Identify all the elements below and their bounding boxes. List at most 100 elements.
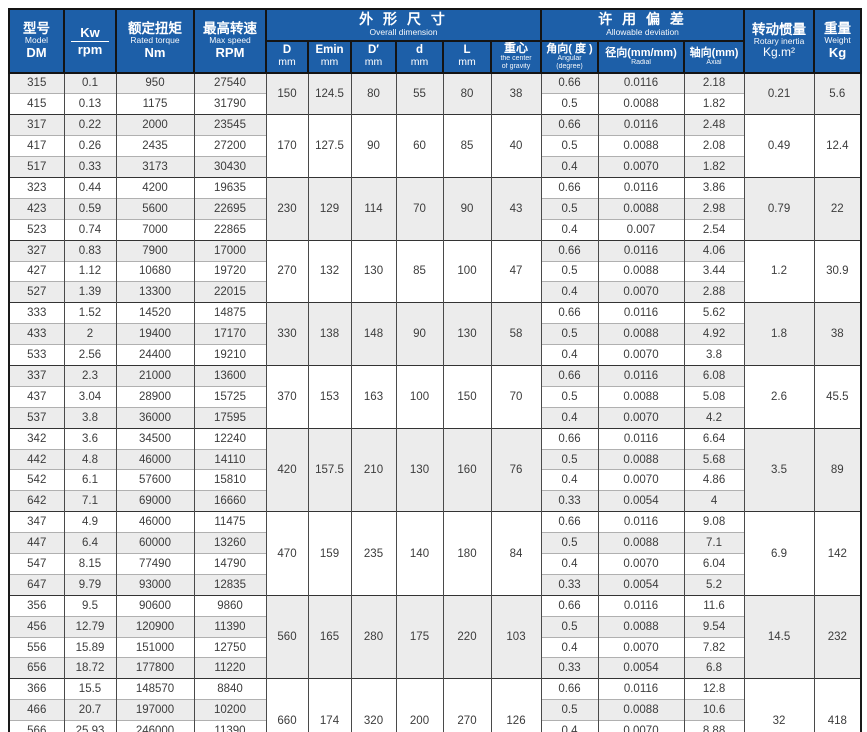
cell-L: 220 xyxy=(442,594,492,679)
inertia-unit-label: Kg.m² xyxy=(763,45,796,60)
col-header-model: 型号 Model DM xyxy=(8,8,65,74)
col-header-torque: 额定扭矩 Rated torque Nm xyxy=(115,8,195,74)
rpm-label: rpm xyxy=(77,42,103,58)
cell-speed: 8840 xyxy=(193,678,267,700)
axial-en-label: Axial xyxy=(706,58,722,66)
cell-kw: 4.8 xyxy=(63,448,117,470)
cell-center-of-gravity: 126 xyxy=(490,678,542,732)
cell-angular: 0.4 xyxy=(540,406,599,429)
cell-model: 315 xyxy=(8,72,65,94)
cell-angular: 0.5 xyxy=(540,699,599,721)
table-header: 型号 Model DM Kw rpm 额定扭矩 Rated torque Nm … xyxy=(8,8,863,74)
torque-zh-label: 额定扭矩 xyxy=(128,21,182,37)
angular-label: 角向( 度 ) xyxy=(546,42,593,55)
cell-Emin: 129 xyxy=(307,176,352,241)
cell-Dprime: 320 xyxy=(350,678,397,732)
cell-center-of-gravity: 84 xyxy=(490,511,542,596)
cell-model: 337 xyxy=(8,365,65,387)
cell-axial: 5.2 xyxy=(683,573,745,596)
cell-model: 447 xyxy=(8,532,65,554)
axial-label: 轴向(mm) xyxy=(689,46,739,59)
cell-inertia: 3.5 xyxy=(743,427,815,512)
cell-speed: 17000 xyxy=(193,239,267,262)
group-header-allowable-deviation: 许 用 偏 差 Allowable deviation xyxy=(540,8,746,42)
Emin-label: Emin xyxy=(315,44,344,57)
cell-kw: 3.04 xyxy=(63,385,117,408)
cell-angular: 0.5 xyxy=(540,197,599,220)
cell-torque: 120900 xyxy=(115,615,195,638)
col-header-Emin: Emin mm xyxy=(307,40,352,74)
cell-inertia: 32 xyxy=(743,678,815,732)
cell-speed: 15725 xyxy=(193,385,267,408)
cell-radial: 0.0116 xyxy=(597,176,685,199)
cell-kw: 6.4 xyxy=(63,532,117,554)
cell-speed: 19720 xyxy=(193,260,267,282)
cell-torque: 34500 xyxy=(115,427,195,450)
cell-model: 437 xyxy=(8,385,65,408)
cell-Emin: 159 xyxy=(307,511,352,596)
cell-torque: 28900 xyxy=(115,385,195,408)
cell-d: 175 xyxy=(395,594,444,679)
kw-label: Kw xyxy=(71,25,109,43)
cell-D: 170 xyxy=(265,114,309,178)
cell-d: 70 xyxy=(395,176,444,241)
cell-torque: 246000 xyxy=(115,720,195,732)
cell-kw: 1.39 xyxy=(63,281,117,303)
speed-zh-label: 最高转速 xyxy=(203,21,257,37)
cell-axial: 2.54 xyxy=(683,218,745,241)
cell-model: 427 xyxy=(8,260,65,282)
cell-speed: 27200 xyxy=(193,135,267,157)
cell-speed: 27540 xyxy=(193,72,267,94)
cell-speed: 16660 xyxy=(193,490,267,512)
cell-radial: 0.0070 xyxy=(597,553,685,575)
cell-Emin: 138 xyxy=(307,302,352,366)
table-row: 323 0.44 4200 19635 230 129 114 70 90 43 0.66 0.011… xyxy=(8,176,862,241)
model-unit-label: DM xyxy=(26,44,47,60)
cell-torque: 46000 xyxy=(115,448,195,470)
cell-model: 423 xyxy=(8,197,65,220)
table-row: 356 9.5 90600 9860 560 165 280 175 220 103 0.66 0.0… xyxy=(8,594,862,679)
cell-Dprime: 280 xyxy=(350,594,397,679)
cell-d: 100 xyxy=(395,365,444,429)
cell-axial: 3.44 xyxy=(683,260,745,282)
cell-kw: 0.59 xyxy=(63,197,117,220)
cell-torque: 1175 xyxy=(115,93,195,115)
weight-en-label: Weight xyxy=(824,35,851,46)
cell-kw: 0.22 xyxy=(63,114,117,136)
cell-Dprime: 235 xyxy=(350,511,397,596)
cell-inertia: 6.9 xyxy=(743,511,815,596)
cell-center-of-gravity: 38 xyxy=(490,72,542,115)
cell-radial: 0.0088 xyxy=(597,532,685,554)
cell-axial: 2.48 xyxy=(683,114,745,136)
cell-d: 130 xyxy=(395,427,444,512)
cell-model: 456 xyxy=(8,615,65,638)
cell-speed: 31790 xyxy=(193,93,267,115)
speed-en-label: Max speed xyxy=(209,35,251,46)
cell-weight: 142 xyxy=(813,511,862,596)
cell-torque: 10680 xyxy=(115,260,195,282)
cell-speed: 14790 xyxy=(193,553,267,575)
Dprime-unit: mm xyxy=(364,56,383,69)
Dprime-label: D′ xyxy=(367,44,380,57)
cell-kw: 7.1 xyxy=(63,490,117,512)
cell-torque: 148570 xyxy=(115,678,195,700)
cell-angular: 0.66 xyxy=(540,72,599,94)
cell-Emin: 153 xyxy=(307,365,352,429)
cell-speed: 14875 xyxy=(193,302,267,324)
cell-axial: 2.88 xyxy=(683,281,745,303)
table-row: 556 15.89 151000 12750 0.4 0.0070 7.82 xyxy=(8,636,862,658)
cell-axial: 7.1 xyxy=(683,532,745,554)
angular-en-label-2: (degree) xyxy=(556,62,583,70)
cell-speed: 11390 xyxy=(193,720,267,732)
cell-model: 517 xyxy=(8,156,65,178)
cell-Dprime: 80 xyxy=(350,72,397,115)
cell-radial: 0.0116 xyxy=(597,511,685,533)
cell-D: 420 xyxy=(265,427,309,512)
cell-torque: 60000 xyxy=(115,532,195,554)
cell-kw: 25.93 xyxy=(63,720,117,732)
cell-inertia: 1.2 xyxy=(743,239,815,303)
col-header-kw-rpm: Kw rpm xyxy=(63,8,117,74)
cell-kw: 12.79 xyxy=(63,615,117,638)
cell-model: 347 xyxy=(8,511,65,533)
overall-en-label: Overall dimension xyxy=(369,27,438,38)
